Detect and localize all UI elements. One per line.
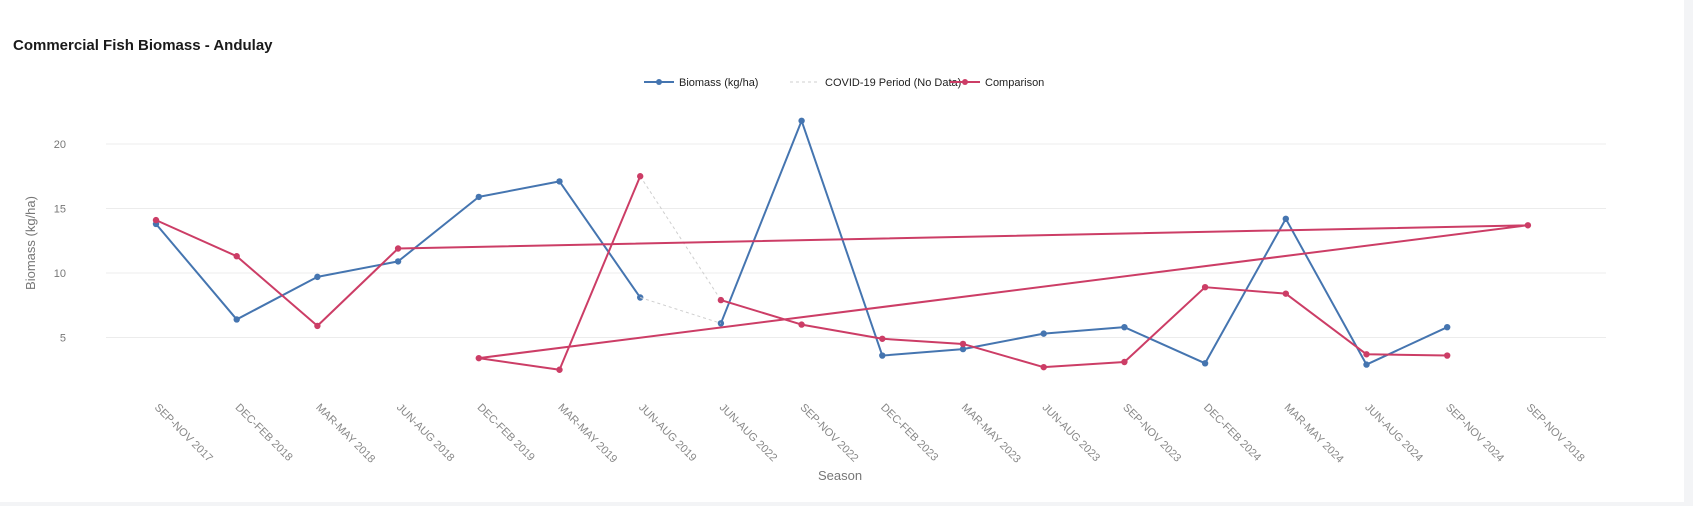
data-point[interactable]: [1040, 330, 1047, 337]
series-line: [719, 119, 1448, 366]
data-point[interactable]: [314, 322, 321, 330]
data-point[interactable]: [556, 366, 563, 373]
x-tick-label: MAR-MAY 2018: [313, 402, 377, 466]
covid-gap-line: [640, 297, 722, 324]
x-tick-label: MAR-MAY 2019: [555, 402, 619, 466]
legend-swatch-marker: [962, 79, 968, 85]
data-point[interactable]: [959, 340, 967, 348]
data-point[interactable]: [1282, 215, 1290, 223]
x-tick-label: SEP-NOV 2018: [1524, 402, 1587, 465]
x-tick-label: DEC-FEB 2023: [878, 402, 940, 464]
x-tick-label: SEP-NOV 2022: [797, 402, 860, 465]
data-point[interactable]: [314, 273, 321, 281]
x-tick-label: MAR-MAY 2024: [1282, 402, 1346, 466]
x-tick-label: DEC-FEB 2024: [1201, 402, 1263, 464]
data-point[interactable]: [1524, 222, 1532, 229]
x-tick-label: DEC-FEB 2019: [475, 402, 537, 464]
series-2: [152, 173, 1532, 373]
data-point[interactable]: [1040, 363, 1047, 371]
data-point[interactable]: [1121, 323, 1128, 331]
data-point[interactable]: [1201, 283, 1209, 291]
y-tick-label: 15: [54, 204, 66, 216]
x-axis-title: Season: [818, 468, 862, 483]
data-point[interactable]: [1121, 358, 1128, 366]
legend-label: COVID-19 Period (No Data): [825, 77, 961, 89]
y-tick-label: 20: [54, 139, 66, 151]
data-point[interactable]: [475, 193, 482, 201]
data-point[interactable]: [798, 117, 805, 124]
data-point[interactable]: [1444, 352, 1451, 359]
x-tick-label: DEC-FEB 2018: [233, 402, 295, 464]
data-point[interactable]: [394, 258, 402, 265]
data-point[interactable]: [475, 354, 482, 362]
series-line: [720, 286, 1448, 369]
x-tick-label: JUN-AUG 2018: [394, 402, 457, 465]
x-tick-label: SEP-NOV 2017: [152, 402, 215, 465]
covid-gap-line: [639, 175, 722, 301]
legend-item[interactable]: Biomass (kg/ha): [644, 77, 758, 89]
data-point[interactable]: [798, 321, 805, 328]
y-tick-label: 10: [54, 268, 66, 280]
x-tick-label: JUN-AUG 2023: [1040, 402, 1103, 465]
data-point[interactable]: [233, 316, 240, 323]
data-point[interactable]: [1201, 360, 1209, 367]
series-line: [155, 175, 1529, 371]
x-tick-label: SEP-NOV 2023: [1120, 402, 1183, 465]
data-point[interactable]: [556, 178, 563, 185]
data-point[interactable]: [394, 245, 402, 252]
data-point[interactable]: [152, 216, 160, 224]
data-point[interactable]: [233, 253, 240, 260]
legend-item[interactable]: COVID-19 Period (No Data): [790, 77, 961, 89]
x-tick-label: JUN-AUG 2019: [636, 402, 699, 465]
x-tick-label: JUN-AUG 2022: [717, 402, 780, 465]
data-point[interactable]: [1282, 290, 1290, 297]
data-point[interactable]: [879, 352, 886, 359]
legend-item[interactable]: Comparison: [950, 77, 1044, 89]
data-point[interactable]: [959, 345, 967, 353]
y-tick-label: 5: [60, 333, 66, 345]
series-1: [639, 175, 722, 324]
legend-label: Comparison: [985, 77, 1044, 89]
legend-swatch-marker: [656, 79, 662, 85]
x-tick-label: SEP-NOV 2024: [1443, 402, 1506, 465]
data-point[interactable]: [717, 296, 725, 304]
data-point[interactable]: [637, 173, 644, 180]
data-point[interactable]: [1444, 323, 1451, 331]
chart-title: Commercial Fish Biomass - Andulay: [13, 37, 273, 54]
data-point[interactable]: [1363, 351, 1370, 358]
data-point[interactable]: [1363, 361, 1370, 368]
y-axis-title: Biomass (kg/ha): [23, 196, 38, 290]
series-0: [152, 117, 1451, 368]
data-point[interactable]: [879, 335, 886, 342]
x-tick-label: MAR-MAY 2023: [959, 402, 1023, 466]
legend-label: Biomass (kg/ha): [679, 77, 758, 89]
x-tick-label: JUN-AUG 2024: [1362, 402, 1425, 465]
